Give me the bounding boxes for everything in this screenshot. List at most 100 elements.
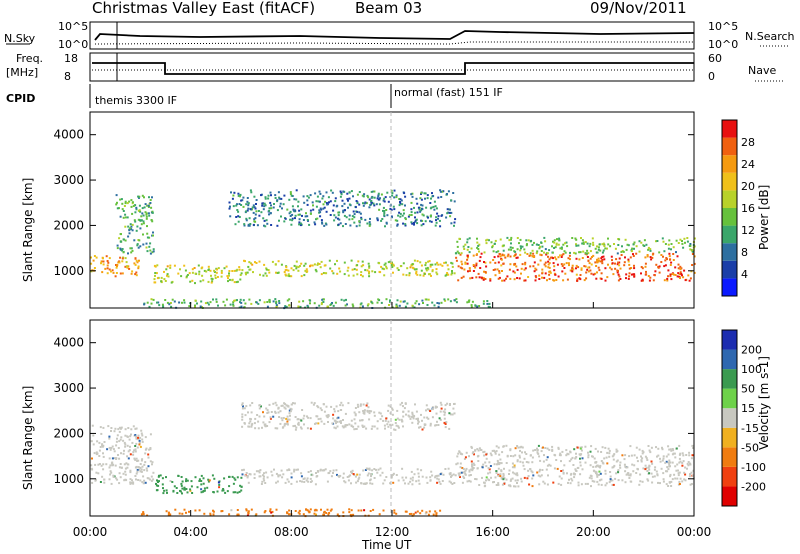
velocity-cell (546, 483, 549, 486)
velocity-cell (202, 490, 205, 493)
velocity-cell (371, 482, 374, 485)
velocity-cell (436, 420, 438, 423)
power-cell (298, 221, 301, 224)
velocity-cell (247, 411, 249, 414)
velocity-cell (681, 461, 684, 464)
power-cell (489, 279, 492, 282)
colorbar-segment (722, 190, 737, 208)
power-cell (497, 261, 500, 264)
velocity-cell (145, 447, 148, 450)
power-cell (371, 196, 374, 199)
power-cell (602, 255, 605, 258)
nsearch-ytop: 10^5 (708, 20, 738, 33)
velocity-cell (435, 512, 438, 515)
velocity-cell (495, 472, 498, 474)
velocity-cell (641, 452, 644, 455)
velocity-cell (382, 509, 385, 512)
power-cell (334, 197, 337, 200)
power-cell (371, 201, 374, 204)
power-cell (528, 254, 531, 257)
velocity-cell (412, 416, 415, 419)
power-cell (214, 274, 217, 277)
power-cell (258, 214, 261, 217)
power-cell (323, 264, 326, 267)
power-cell (283, 194, 286, 197)
power-cell (293, 198, 296, 201)
power-cell (580, 237, 582, 239)
power-cell (255, 301, 258, 304)
power-cell (328, 259, 331, 262)
power-cell (209, 301, 212, 304)
velocity-cell (604, 469, 607, 472)
velocity-cell (599, 464, 602, 467)
velocity-cell (417, 422, 419, 425)
power-cell (306, 199, 309, 202)
power-cell (236, 280, 239, 283)
velocity-cell (373, 468, 376, 470)
velocity-cell (654, 466, 657, 469)
colorbar-tick-label: 100 (741, 363, 762, 376)
power-cell (119, 272, 122, 275)
velocity-cell (499, 473, 502, 476)
velocity-cell (419, 425, 422, 428)
power-cell (595, 277, 598, 280)
power-cell (299, 222, 302, 225)
velocity-cell (183, 508, 186, 511)
power-cell (429, 263, 432, 266)
power-cell (129, 227, 132, 230)
power-cell (305, 212, 307, 215)
velocity-cell (493, 449, 496, 452)
velocity-cell (662, 480, 665, 483)
velocity-cell (639, 473, 642, 476)
velocity-cell (331, 422, 334, 425)
power-cell (358, 191, 361, 193)
velocity-cell (678, 444, 681, 447)
power-cell (230, 191, 232, 194)
power-cell (167, 275, 170, 278)
power-cell (231, 278, 234, 281)
power-cell (538, 274, 541, 277)
power-cell (130, 225, 133, 228)
power-cell (456, 240, 459, 243)
velocity-cell (336, 425, 339, 428)
velocity-cell (384, 427, 386, 430)
velocity-cell (442, 473, 445, 476)
velocity-cell (339, 409, 342, 411)
power-cell (455, 256, 458, 259)
power-cell (370, 190, 373, 193)
power-cell (627, 258, 630, 261)
velocity-cell (596, 473, 599, 476)
velocity-cell (601, 461, 604, 464)
power-cell (104, 267, 107, 270)
power-cell (366, 222, 369, 225)
velocity-cell (286, 511, 288, 514)
velocity-cell (268, 403, 271, 406)
power-cell (136, 225, 139, 228)
velocity-cell (141, 440, 144, 443)
velocity-cell (687, 464, 690, 467)
power-cell (581, 239, 584, 242)
velocity-cell (330, 508, 333, 511)
velocity-cell (497, 482, 500, 485)
power-cell (590, 263, 593, 266)
power-cell (300, 275, 303, 278)
colorbar-segment (722, 330, 737, 350)
velocity-cell (478, 447, 481, 450)
power-cell (447, 298, 450, 301)
velocity-cell (367, 406, 370, 409)
power-cell (601, 260, 604, 263)
velocity-cell (611, 479, 614, 482)
power-cell (316, 263, 319, 266)
velocity-cell (650, 472, 653, 475)
nave-ytop: 60 (708, 52, 722, 65)
power-cell (450, 273, 453, 276)
power-cell (430, 206, 433, 209)
power-cell (464, 262, 467, 265)
power-cell (666, 279, 669, 282)
power-cell (343, 299, 346, 302)
velocity-cell (303, 414, 306, 417)
velocity-cell (293, 468, 296, 471)
power-cell (390, 264, 393, 267)
power-cell (121, 260, 124, 263)
power-cell (519, 245, 522, 248)
